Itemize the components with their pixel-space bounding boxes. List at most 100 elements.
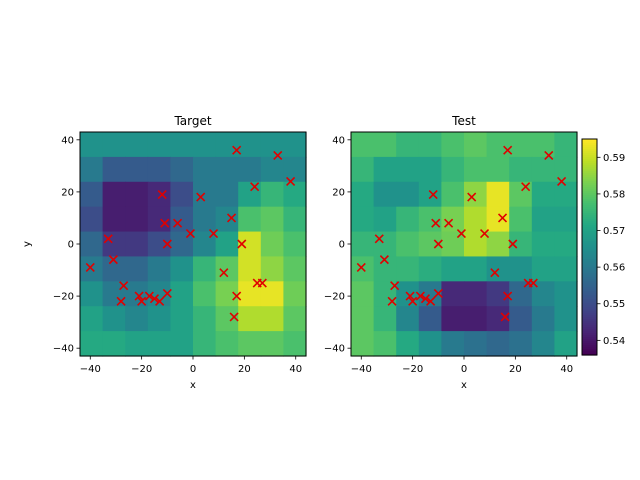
target-heatmap-cell	[193, 181, 217, 208]
colorbar-strip	[582, 237, 597, 240]
test-title: Test	[451, 114, 476, 128]
target-heatmap-cell	[283, 156, 307, 183]
target-heatmap-cell	[238, 181, 262, 208]
target-heatmap-cell	[102, 156, 126, 183]
colorbar-strip	[582, 235, 597, 238]
colorbar-strip	[582, 253, 597, 256]
test-heatmap-cell	[396, 132, 420, 158]
test-heatmap-cell	[418, 132, 442, 158]
colorbar-strip	[582, 207, 597, 210]
colorbar-strip	[582, 181, 597, 184]
colorbar-strip	[582, 163, 597, 166]
target-sample-point-marker	[155, 296, 165, 306]
colorbar-strip	[582, 151, 597, 154]
test-heatmap-cell	[464, 181, 488, 208]
colorbar-strip	[582, 265, 597, 268]
colorbar-strip	[582, 233, 597, 236]
target-sample-point-marker	[173, 218, 183, 228]
test-y-tick-label: 40	[332, 135, 345, 146]
target-heatmap-cell	[170, 231, 194, 258]
target-heatmap-cell	[283, 281, 307, 307]
colorbar-strip	[582, 313, 597, 316]
test-heatmap-cell	[509, 181, 533, 208]
target-sample-point-marker	[286, 176, 296, 187]
test-heatmap-cell	[396, 206, 420, 233]
test-heatmap-cell	[441, 231, 465, 258]
test-sample-point-marker	[479, 229, 490, 239]
test-heatmap-cell	[554, 132, 578, 158]
target-heatmap-cell	[80, 132, 104, 158]
colorbar-strip	[582, 165, 597, 168]
test-sample-point-marker	[390, 281, 400, 291]
test-sample-point-marker	[405, 291, 415, 301]
target-sample-point-marker	[119, 281, 129, 291]
test-heatmap-cell	[554, 156, 578, 183]
target-sample-point-marker	[185, 229, 195, 239]
target-sample-point-marker	[250, 182, 260, 192]
colorbar-strip	[582, 307, 597, 310]
target-x-tick-label: −40	[80, 364, 101, 375]
target-heatmap-cell	[260, 281, 284, 307]
target-heatmap-cell	[215, 156, 239, 183]
colorbar-strip	[582, 339, 597, 342]
colorbar-strip	[582, 299, 597, 302]
target-panel: −40 −20 0 20 40 −40 −20 0 20 40 Target x y	[22, 114, 307, 391]
test-sample-point-marker	[444, 218, 454, 228]
colorbar-strip	[582, 273, 597, 276]
target-heatmap-cell	[147, 206, 171, 233]
colorbar-strip	[582, 343, 597, 346]
target-sample-point-marker	[108, 255, 118, 265]
colorbar-tick-label: 0.58	[603, 189, 625, 200]
test-heatmap-cell	[486, 306, 510, 332]
target-heatmap-cell	[102, 132, 126, 158]
test-heatmap-cell	[509, 156, 533, 183]
test-heatmap-cell	[486, 231, 510, 258]
test-heatmap-cell	[509, 306, 533, 332]
target-heatmap-cell	[215, 132, 239, 158]
target-heatmap-cell	[170, 156, 194, 183]
colorbar-strip	[582, 327, 597, 330]
target-x-tick-label: −20	[131, 364, 152, 375]
test-heatmap-cell	[351, 306, 375, 332]
target-x-tick-label: 20	[238, 364, 251, 375]
colorbar-strip	[582, 227, 597, 230]
colorbar-strip	[582, 179, 597, 182]
test-heatmap-cell	[464, 306, 488, 332]
target-heatmap-cell	[80, 156, 104, 183]
test-heatmap-cell	[464, 256, 488, 282]
test-x-tick-label: 40	[560, 364, 573, 375]
colorbar-strip	[582, 169, 597, 172]
target-heatmap-cell	[238, 331, 262, 357]
target-heatmap-cell	[260, 206, 284, 233]
test-sample-point-marker	[500, 312, 510, 322]
test-heatmap-cell	[373, 206, 397, 233]
colorbar-strip	[582, 323, 597, 326]
test-sample-point-marker	[356, 262, 366, 273]
colorbar-strip	[582, 303, 597, 306]
test-heatmap-cell	[418, 331, 442, 357]
colorbar-strip	[582, 271, 597, 274]
target-heatmap-cell	[260, 156, 284, 183]
test-heatmap-cell	[554, 206, 578, 233]
target-heatmap-cell	[125, 256, 149, 282]
colorbar-frame	[581, 138, 598, 356]
test-y-tick-label: 20	[332, 187, 345, 198]
test-heatmap-cell	[351, 331, 375, 357]
colorbar-strip	[582, 225, 597, 228]
test-heatmap-cell	[509, 206, 533, 233]
test-heatmap-cell	[418, 306, 442, 332]
target-sample-point-marker	[116, 296, 126, 306]
target-heatmap-cell	[193, 281, 217, 307]
colorbar-strip	[582, 325, 597, 328]
colorbar-strip	[582, 337, 597, 340]
colorbar-strip	[582, 293, 597, 296]
colorbar-strip	[582, 333, 597, 336]
target-sample-point-marker	[160, 218, 170, 228]
colorbar-strip	[582, 245, 597, 248]
colorbar-strip	[582, 347, 597, 350]
test-heatmap-cell	[554, 306, 578, 332]
test-heatmap-cell	[396, 231, 420, 258]
target-heatmap-cell	[102, 181, 126, 208]
test-sample-point-marker	[467, 192, 477, 202]
colorbar-strip	[582, 247, 597, 250]
